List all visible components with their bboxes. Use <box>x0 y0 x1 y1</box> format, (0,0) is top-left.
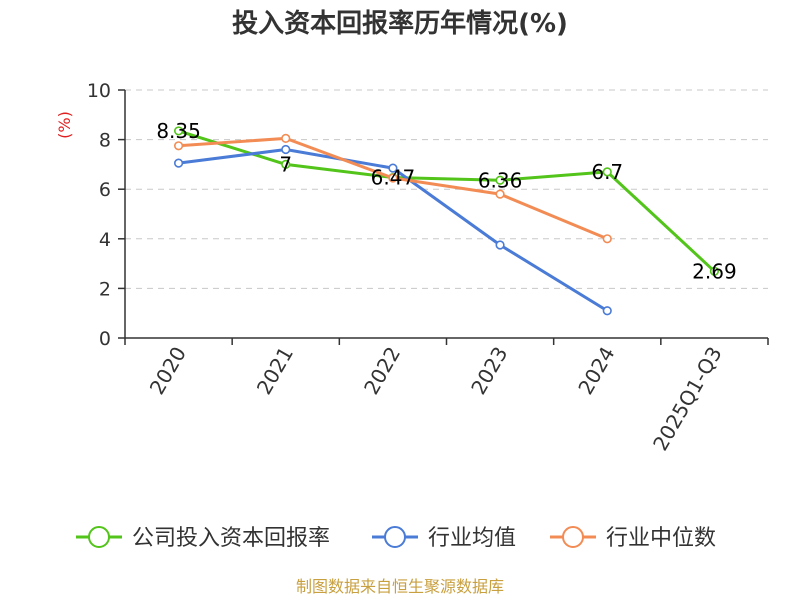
y-tick-label: 10 <box>87 80 111 102</box>
legend-item: 行业中位数 <box>550 526 716 551</box>
data-labels: 8.35 7 6.47 6.36 6.7 2.69 <box>156 119 736 283</box>
data-point <box>495 240 505 250</box>
y-tick-label: 6 <box>99 179 111 201</box>
legend-marker <box>384 526 406 548</box>
source-note: 制图数据来自恒生聚源数据库 <box>296 577 504 596</box>
legend: 公司投入资本回报率 行业均值 行业中位数 <box>76 526 716 551</box>
series-line <box>178 129 716 273</box>
legend-label: 行业均值 <box>428 526 516 551</box>
y-tick-label: 0 <box>99 328 111 350</box>
x-tick-label: 2020 <box>145 343 191 399</box>
data-point <box>281 133 291 143</box>
data-point <box>388 163 398 173</box>
data-point <box>602 167 612 177</box>
data-point <box>602 234 612 244</box>
legend-marker <box>88 526 110 548</box>
data-point <box>173 126 184 136</box>
data-label: 8.35 <box>156 119 201 143</box>
legend-item: 行业均值 <box>372 526 516 551</box>
data-point <box>602 306 612 316</box>
gridlines <box>125 89 768 289</box>
chart-title: 投入资本回报率历年情况(%) <box>232 8 568 39</box>
data-point <box>495 175 505 185</box>
data-point <box>173 158 184 168</box>
data-point <box>709 266 720 276</box>
y-tick-label: 4 <box>99 229 111 251</box>
series-lines <box>173 126 720 316</box>
data-point <box>281 159 291 169</box>
legend-label: 公司投入资本回报率 <box>132 526 330 551</box>
data-label: 6.47 <box>371 166 416 190</box>
data-label: 6.36 <box>478 168 523 192</box>
legend-marker <box>562 526 584 548</box>
legend-item: 公司投入资本回报率 <box>76 526 330 551</box>
x-tick-label: 2023 <box>466 343 512 399</box>
y-tick-label: 8 <box>99 130 111 152</box>
x-tick-label: 2024 <box>573 343 619 399</box>
data-point <box>388 173 398 183</box>
x-tick-label: 2021 <box>252 343 298 399</box>
y-axis-label: (%) <box>55 111 74 139</box>
data-label: 7 <box>279 152 292 176</box>
x-tick-label: 2025Q1-Q3 <box>648 343 727 455</box>
legend-label: 行业中位数 <box>606 526 716 551</box>
y-tick-label: 2 <box>99 278 111 300</box>
data-point <box>495 189 505 199</box>
data-label: 2.69 <box>692 259 737 283</box>
data-label: 6.7 <box>591 160 623 184</box>
x-tick-label: 2022 <box>359 343 405 399</box>
data-point <box>173 141 184 151</box>
data-point <box>281 144 291 155</box>
